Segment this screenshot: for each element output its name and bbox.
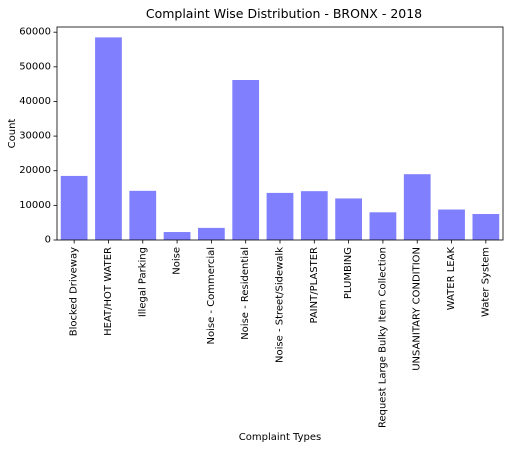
bar-10	[403, 174, 431, 240]
bar-8	[335, 198, 362, 240]
plot-frame	[56, 26, 504, 241]
y-tick-label: 50000	[19, 61, 51, 72]
y-axis: 0 10000 20000 30000 40000 50000 60000	[19, 27, 57, 246]
x-tick-label: PAINT/PLASTER	[309, 247, 320, 324]
x-tick-label: UNSANITARY CONDITION	[412, 247, 423, 371]
chart-title: Complaint Wise Distribution - BRONX - 20…	[146, 6, 422, 21]
x-tick-label: Request Large Bulky Item Collection	[377, 247, 388, 428]
bar-12	[472, 214, 500, 240]
bars-group	[60, 37, 500, 241]
bar-3	[163, 232, 191, 240]
x-axis: Blocked Driveway HEAT/HOT WATER Illegal Pa…	[69, 240, 491, 428]
bar-4	[198, 227, 225, 240]
bar-0	[60, 175, 88, 240]
y-tick-label: 30000	[19, 131, 51, 142]
y-tick-label: 20000	[19, 165, 51, 176]
bar-5	[232, 79, 260, 241]
x-tick-label: HEAT/HOT WATER	[103, 247, 114, 336]
x-tick-label: Water System	[480, 247, 491, 317]
x-tick-label: Noise - Residential	[240, 247, 251, 340]
x-axis-label: Complaint Types	[239, 432, 322, 443]
bar-11	[438, 209, 465, 240]
x-tick-label: Noise - Street/Sidewalk	[275, 247, 286, 363]
y-axis-label: Count	[7, 119, 18, 149]
bar-2	[129, 190, 157, 240]
y-tick-label: 60000	[19, 27, 51, 38]
x-tick-label: Illegal Parking	[137, 247, 148, 317]
bar-9	[369, 212, 397, 240]
bar-1	[95, 37, 122, 240]
x-tick-label: Noise - Commercial	[206, 247, 217, 345]
x-tick-label: PLUMBING	[343, 247, 354, 299]
x-tick-label: Noise	[172, 247, 183, 275]
y-tick-label: 10000	[19, 200, 51, 211]
x-tick-label: WATER LEAK	[446, 247, 457, 311]
bar-6	[266, 192, 294, 240]
y-tick-label: 0	[45, 235, 51, 246]
bar-7	[300, 191, 328, 240]
y-tick-label: 40000	[19, 96, 51, 107]
x-tick-label: Blocked Driveway	[69, 247, 80, 336]
